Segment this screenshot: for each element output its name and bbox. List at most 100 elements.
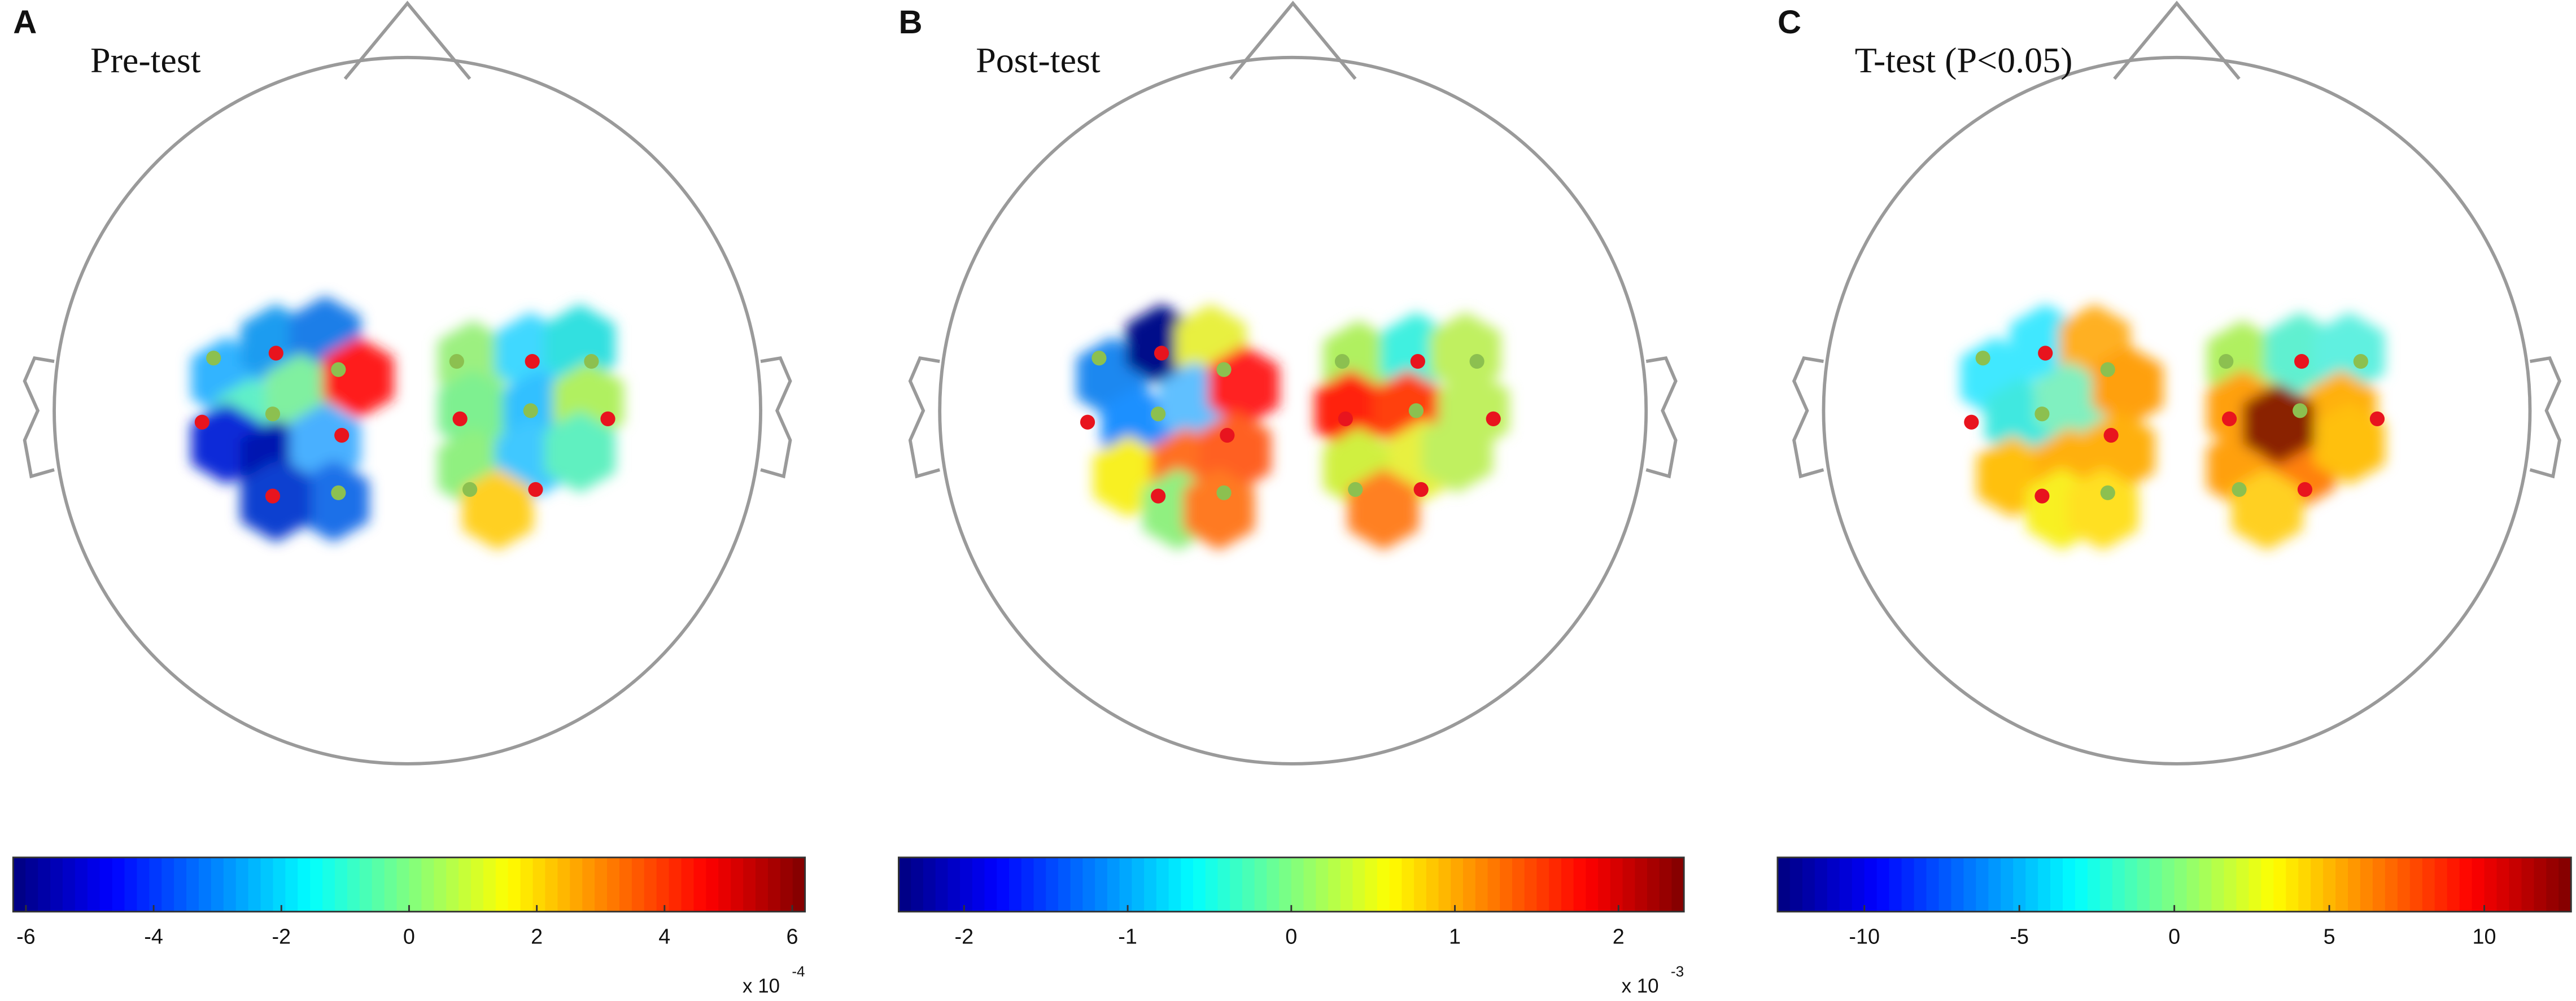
colorbar-step [718, 857, 732, 912]
colorbar-step [557, 857, 571, 912]
colorbar-step [483, 857, 497, 912]
colorbar-step [2001, 857, 2014, 912]
right-ear [760, 356, 792, 479]
colorbar-step [2038, 857, 2051, 912]
colorbar-step [972, 857, 985, 912]
colorbar-step [446, 857, 460, 912]
colorbar-step [124, 857, 138, 912]
colorbar-step [260, 857, 274, 912]
colorbar-step [935, 857, 949, 912]
colorbar-step [1426, 857, 1439, 912]
colorbar-step [706, 857, 719, 912]
colorbar-step [149, 857, 163, 912]
electrode [1469, 353, 1485, 369]
colorbar-step [248, 857, 261, 912]
colorbar-step [1487, 857, 1501, 912]
colorbar-step [334, 857, 348, 912]
electrode [265, 488, 281, 504]
topography-patch [2313, 312, 2385, 395]
electrode [1964, 414, 1979, 430]
colorbar-step [532, 857, 546, 912]
colorbar-tick-label: 4 [658, 925, 670, 948]
colorbar-step [2137, 857, 2150, 912]
colorbar-step [13, 857, 27, 912]
electrode [528, 482, 543, 497]
colorbar-step [607, 857, 621, 912]
panel: B Post-test -2 -1 0 1 2 x 10 -3 [898, 1, 1685, 997]
colorbar-step [984, 857, 998, 912]
electrode [1216, 485, 1232, 500]
electrode [452, 411, 468, 426]
electrode [1338, 411, 1353, 426]
colorbar-step [1802, 857, 1816, 912]
electrode [2219, 353, 2234, 369]
colorbar-step [2174, 857, 2188, 912]
colorbar-tick-label: 6 [786, 925, 798, 948]
electrode [2222, 411, 2237, 426]
colorbar-step [1864, 857, 1878, 912]
colorbar-step [384, 857, 398, 912]
colorbar-step [1610, 857, 1623, 912]
colorbar-step [1951, 857, 1964, 912]
colorbar-step [1168, 857, 1182, 912]
nose [1229, 1, 1357, 80]
colorbar-step [2521, 857, 2535, 912]
colorbar-tick-label: -1 [1118, 925, 1137, 948]
colorbar-step [1889, 857, 1902, 912]
colorbar-step [960, 857, 973, 912]
colorbar-tick-label: 0 [403, 925, 415, 948]
colorbar-step [1573, 857, 1587, 912]
colorbar-step [75, 857, 88, 912]
colorbar-step [198, 857, 212, 912]
electrode [2232, 482, 2247, 497]
left-ear [23, 356, 55, 479]
colorbar-step [997, 857, 1010, 912]
colorbar-step [1414, 857, 1427, 912]
colorbar-step [2558, 857, 2572, 912]
colorbar-step [1107, 857, 1120, 912]
colorbar-step [1193, 857, 1206, 912]
right-ear [2529, 356, 2562, 479]
topography-patch [289, 402, 361, 485]
topography [1076, 304, 1509, 550]
colorbar-step [285, 857, 299, 912]
colorbar-tick-label: -2 [272, 925, 291, 948]
colorbar-step [2434, 857, 2448, 912]
electrode [2353, 353, 2368, 369]
colorbar-step [211, 857, 224, 912]
topography [191, 295, 624, 550]
electrode [1348, 482, 1363, 497]
colorbar-step [2099, 857, 2114, 912]
colorbar-step [2162, 857, 2175, 912]
colorbar-step [1082, 857, 1096, 912]
colorbar-step [87, 857, 101, 912]
topography-patch [2231, 468, 2303, 550]
colorbar-step [923, 857, 936, 912]
topography-patch [437, 369, 509, 452]
colorbar-step [1070, 857, 1084, 912]
electrode [2297, 482, 2313, 497]
electrode [2038, 346, 2053, 361]
colorbar-step [2087, 857, 2101, 912]
colorbar-step [1352, 857, 1366, 912]
colorbar-step [495, 857, 509, 912]
colorbar-step [1586, 857, 1599, 912]
colorbar-step [1536, 857, 1550, 912]
topography-patch [298, 460, 369, 543]
electrode [331, 485, 346, 500]
panel-label: B [898, 4, 922, 41]
electrode [2103, 427, 2119, 443]
nose [343, 1, 471, 80]
colorbar-step [1021, 857, 1034, 912]
colorbar-step [1033, 857, 1047, 912]
electrode [194, 414, 209, 430]
colorbar-step [2273, 857, 2287, 912]
colorbar-step [1365, 857, 1378, 912]
colorbar-step [1839, 857, 1853, 912]
electrode [1080, 414, 1095, 430]
colorbar-step [2311, 857, 2324, 912]
colorbar-step [2186, 857, 2200, 912]
electrode [462, 482, 478, 497]
colorbar-step [359, 857, 373, 912]
